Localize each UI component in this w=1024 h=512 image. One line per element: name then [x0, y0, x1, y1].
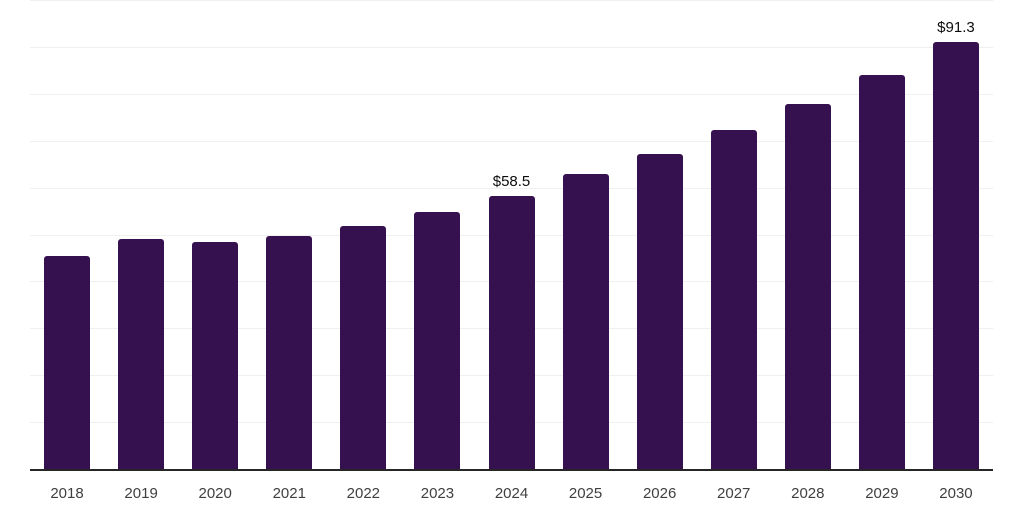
- bar-2027: [710, 130, 757, 470]
- bar-2018: [44, 256, 91, 470]
- bar-2021: [266, 236, 313, 470]
- bar-2020: [192, 242, 239, 470]
- bar-2026: [636, 154, 683, 470]
- x-tick-label-2029: 2029: [865, 485, 899, 502]
- x-tick-label-2019: 2019: [124, 485, 158, 502]
- x-tick-label-2028: 2028: [791, 485, 825, 502]
- data-label-2024: $58.5: [492, 172, 531, 190]
- x-tick-label-2018: 2018: [50, 485, 84, 502]
- bar-2028: [784, 104, 831, 470]
- gridline-60: [30, 187, 993, 189]
- x-tick-label-2030: 2030: [939, 485, 973, 502]
- bar-2025: [562, 174, 609, 470]
- gridline-80: [30, 93, 993, 95]
- plot-area: $58.5 $91.3: [30, 0, 993, 471]
- x-tick-label-2024: 2024: [494, 485, 529, 502]
- x-tick-label-2025: 2025: [568, 485, 603, 502]
- gridline-70: [30, 140, 993, 142]
- bar-2019: [118, 238, 165, 470]
- bar-2030: [932, 41, 979, 470]
- bar-2023: [414, 211, 461, 470]
- x-tick-label-2022: 2022: [346, 485, 381, 502]
- gridline-100: [30, 0, 993, 1]
- x-tick-label-2023: 2023: [420, 485, 455, 502]
- bar-2022: [340, 225, 387, 470]
- gridline-90: [30, 46, 993, 48]
- x-tick-label-2026: 2026: [642, 485, 677, 502]
- x-tick-label-2020: 2020: [198, 485, 232, 502]
- data-label-2030: $91.3: [937, 18, 975, 36]
- bar-2029: [858, 74, 905, 470]
- x-axis-line: [30, 469, 993, 471]
- bar-2024: [488, 195, 535, 470]
- x-tick-label-2027: 2027: [717, 485, 751, 502]
- x-tick-label-2021: 2021: [272, 485, 306, 502]
